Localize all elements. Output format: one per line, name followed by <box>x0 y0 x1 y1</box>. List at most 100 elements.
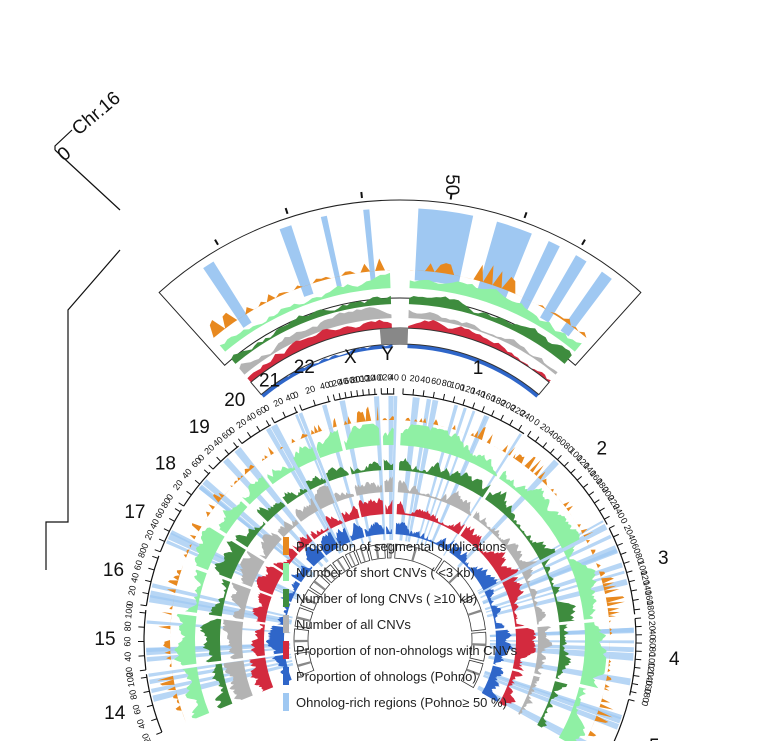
scale-tick <box>186 490 192 496</box>
tick-label: 20 <box>622 523 635 536</box>
track-bar <box>382 427 394 446</box>
tick-label: 0 <box>618 516 629 525</box>
track-bar <box>252 592 272 623</box>
track-bar <box>205 489 230 521</box>
scale-tick <box>432 391 435 398</box>
tick-label: 40 <box>546 427 560 441</box>
tick-label: 60 <box>132 559 144 571</box>
scale-tick <box>368 388 370 395</box>
tick-label: 20 <box>272 396 285 409</box>
tick-label: 20 <box>171 478 185 492</box>
tick-label: 80 <box>562 440 576 454</box>
track-bar <box>521 567 546 625</box>
track-bar <box>541 558 576 623</box>
track-bar <box>604 620 613 691</box>
track-bar <box>208 579 231 617</box>
ohnolog-rich-region <box>298 412 354 548</box>
track-bar <box>319 531 339 556</box>
track-bar <box>449 542 498 591</box>
scale-tick <box>527 430 532 437</box>
ohnolog-rich-region <box>518 240 560 311</box>
track-bar <box>230 464 255 488</box>
chromosome-label: 3 <box>658 548 669 569</box>
tick-label: 140 <box>641 579 654 596</box>
track-bar <box>282 488 308 505</box>
scale-tick <box>626 570 633 574</box>
zoom-track <box>239 307 392 375</box>
track-bar <box>185 569 207 613</box>
chromosome-label: 19 <box>189 417 210 438</box>
track-bar <box>250 624 265 657</box>
tick-label: 20 <box>409 373 420 384</box>
track-bar <box>273 548 298 572</box>
scale-arc <box>145 674 163 733</box>
scale-tick <box>194 479 201 485</box>
legend-item: Number of short CNVs ( <3 kb) <box>283 563 475 581</box>
track-bar <box>158 612 172 667</box>
ohnolog-rich-region <box>279 225 314 297</box>
legend-label: Number of all CNVs <box>296 617 411 632</box>
scale-tick <box>152 555 159 559</box>
ohnolog-rich-region <box>483 674 620 730</box>
track-bar <box>167 564 184 610</box>
chromosome-label: 14 <box>104 703 126 724</box>
scale-tick <box>630 691 637 694</box>
track-bar <box>223 660 253 700</box>
scale-tick <box>556 454 562 461</box>
scale-tick <box>452 396 456 403</box>
track-bar <box>230 582 251 620</box>
scale-tick <box>635 617 642 620</box>
scale-tick <box>604 515 610 520</box>
scale-tick <box>145 579 152 583</box>
track-bar <box>349 522 365 542</box>
tick-label: 40 <box>129 572 141 584</box>
legend-swatch <box>283 615 289 633</box>
tick-label: 20 <box>304 383 317 396</box>
scale-tick <box>142 592 149 595</box>
zoom-track <box>408 309 558 375</box>
tick-label: 100 <box>124 672 136 688</box>
zoom-tick-label: 50 <box>441 174 462 195</box>
tick-label: 20 <box>331 377 343 389</box>
scale-tick <box>362 389 364 396</box>
tick-label: 120 <box>360 373 376 384</box>
scale-tick <box>282 411 286 418</box>
tick-label: 40 <box>135 718 148 731</box>
scale-arc <box>402 393 525 435</box>
tick-label: 120 <box>639 569 652 586</box>
track-bar <box>173 613 197 666</box>
track-bar <box>513 453 594 537</box>
scale-arc <box>334 393 378 401</box>
scale-arc <box>143 609 147 671</box>
ohnolog-rich-region <box>363 209 376 282</box>
tick-label: 60 <box>122 637 132 647</box>
zoom-track <box>258 343 393 398</box>
tick-label: 160 <box>642 678 655 695</box>
tick-label: 40 <box>123 652 134 663</box>
track-bar <box>537 681 568 728</box>
ohnolog-rich-region <box>414 208 474 287</box>
scale-tick <box>163 528 170 532</box>
track-bar <box>314 485 335 510</box>
zoom-tick <box>449 193 453 200</box>
scale-tick <box>542 442 548 448</box>
scale-arc <box>629 618 637 696</box>
track-bar <box>267 465 296 485</box>
tick-label: 0 <box>532 417 542 428</box>
ohnolog-rich-region <box>560 271 612 337</box>
tick-label: 100 <box>354 373 370 385</box>
centromere <box>303 596 317 605</box>
tick-label: 0 <box>292 389 300 400</box>
legend-disc <box>310 560 470 720</box>
tick-label: 80 <box>136 546 149 559</box>
track-bar <box>472 510 538 571</box>
bracket <box>54 129 121 211</box>
track-bar <box>343 423 380 450</box>
tick-label: 0 <box>262 403 271 414</box>
track-bar <box>305 545 325 567</box>
